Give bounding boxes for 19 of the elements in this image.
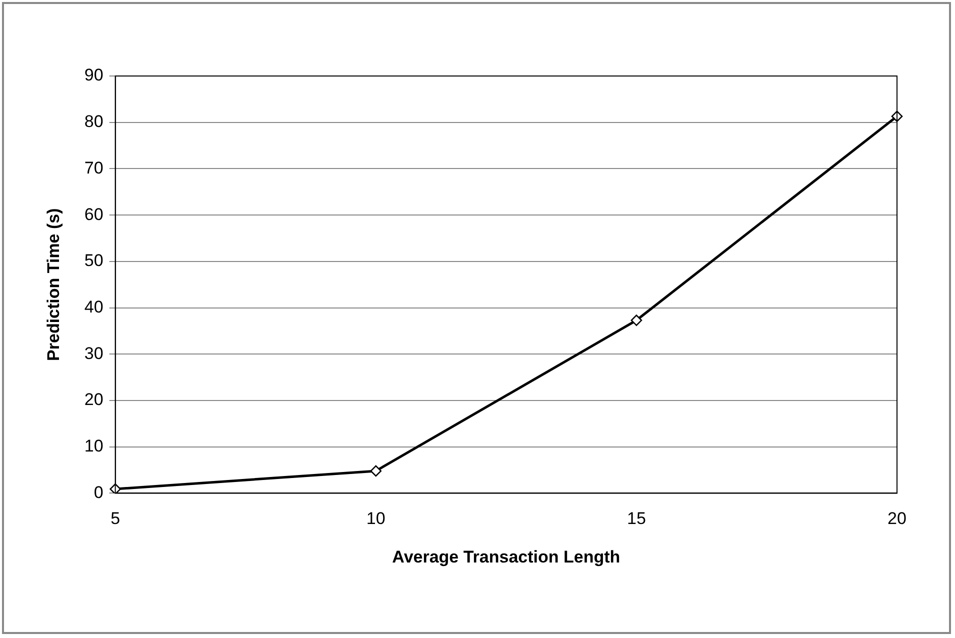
y-tick-label: 70 bbox=[84, 158, 104, 178]
y-tick-label: 50 bbox=[84, 251, 104, 270]
point bbox=[630, 314, 642, 326]
y-tick-label: 40 bbox=[84, 297, 104, 316]
x-tick-label: 5 bbox=[110, 509, 120, 528]
point bbox=[370, 465, 382, 477]
y-tick-label: 80 bbox=[84, 112, 104, 132]
point bbox=[110, 483, 121, 494]
y-axis-title: Prediction Time (s) bbox=[44, 208, 63, 361]
x-tick-label: 20 bbox=[888, 509, 906, 528]
x-tick-label: 15 bbox=[626, 509, 646, 528]
y-tick-label: 30 bbox=[84, 344, 104, 363]
y-tick-label: 20 bbox=[84, 390, 104, 410]
y-tick-label: 60 bbox=[84, 204, 104, 224]
y-tick-label: 90 bbox=[84, 66, 104, 85]
x-tick-label: 10 bbox=[366, 509, 386, 528]
y-tick-label: 0 bbox=[94, 482, 104, 502]
y-tick-label: 10 bbox=[84, 436, 104, 456]
x-axis-title: Average Transaction Length bbox=[392, 547, 620, 566]
